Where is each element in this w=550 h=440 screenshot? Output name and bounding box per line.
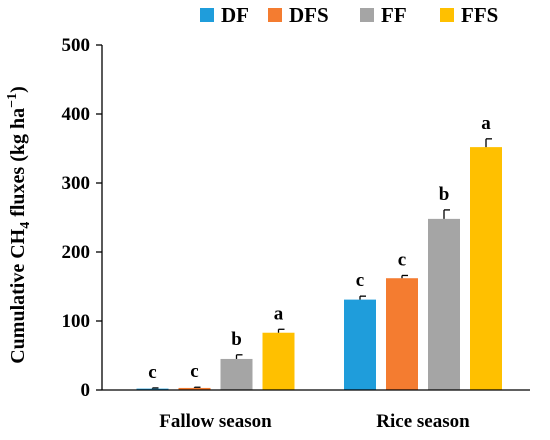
legend-label-dfs: DFS bbox=[289, 3, 329, 27]
y-tick-label: 0 bbox=[81, 380, 91, 401]
axes bbox=[101, 45, 530, 391]
significance-label: a bbox=[481, 113, 491, 134]
x-category-label: Fallow season bbox=[159, 411, 272, 432]
bars: c c b a c c b a bbox=[136, 113, 502, 390]
x-category-label: Rice season bbox=[376, 411, 470, 432]
y-axis-ticks: 0 100 200 300 400 500 bbox=[62, 35, 102, 401]
bar-df-fallow bbox=[136, 388, 169, 390]
category-labels: Fallow season Rice season bbox=[159, 411, 470, 432]
legend-label-df: DF bbox=[221, 3, 249, 27]
bar-dfs-fallow bbox=[178, 387, 211, 390]
legend-label-ffs: FFS bbox=[461, 3, 498, 27]
significance-label: a bbox=[274, 303, 284, 324]
bar-ffs-fallow bbox=[262, 332, 295, 390]
significance-label: c bbox=[356, 270, 364, 291]
significance-label: b bbox=[231, 329, 242, 350]
y-tick-label: 400 bbox=[62, 104, 91, 125]
significance-label: c bbox=[398, 249, 406, 270]
significance-label: c bbox=[148, 362, 156, 383]
legend-swatch-df bbox=[200, 8, 214, 22]
bar-ff-fallow bbox=[220, 358, 253, 390]
legend-label-ff: FF bbox=[381, 3, 407, 27]
y-tick-label: 100 bbox=[62, 311, 91, 332]
y-tick-label: 300 bbox=[62, 173, 91, 194]
legend: DF DFS FF FFS bbox=[200, 3, 498, 27]
bar-ff-rice bbox=[428, 218, 460, 390]
bar-dfs-rice bbox=[386, 278, 418, 390]
bar-df-rice bbox=[344, 299, 376, 390]
y-tick-label: 500 bbox=[62, 35, 91, 56]
y-tick-label: 200 bbox=[62, 242, 91, 263]
bar-ffs-rice bbox=[470, 147, 502, 390]
legend-swatch-ffs bbox=[440, 8, 454, 22]
significance-label: b bbox=[439, 184, 450, 205]
legend-swatch-ff bbox=[360, 8, 374, 22]
y-axis-label: Cumulative CH4 fluxes (kg ha−1) bbox=[5, 86, 33, 364]
significance-label: c bbox=[190, 361, 198, 382]
legend-swatch-dfs bbox=[268, 8, 282, 22]
